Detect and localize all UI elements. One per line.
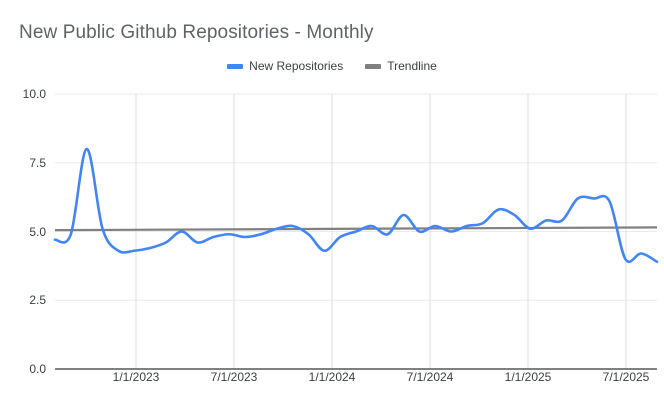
- legend-item-trendline[interactable]: Trendline: [365, 59, 437, 73]
- x-axis-tick-label: 7/1/2025: [602, 370, 650, 384]
- y-axis-tick-label: 2.5: [29, 293, 46, 308]
- x-axis-tick-label: 7/1/2024: [406, 370, 454, 384]
- legend-label: Trendline: [387, 59, 437, 73]
- x-axis-tick-label: 1/1/2025: [504, 370, 552, 384]
- x-axis-tick-label: 1/1/2023: [112, 370, 160, 384]
- x-axis-tick-label: 1/1/2024: [308, 370, 356, 384]
- vertical-gridlines: [135, 94, 627, 369]
- x-axis-tick-label: 7/1/2023: [210, 370, 258, 384]
- legend-swatch-line-icon: [227, 63, 244, 69]
- y-axis-tick-label: 5.0: [29, 224, 46, 239]
- chart-title: New Public Github Repositories - Monthly: [19, 22, 374, 43]
- legend-label: New Repositories: [249, 59, 344, 73]
- trendline-series: [54, 226, 658, 232]
- legend-swatch-line-icon: [365, 63, 382, 69]
- horizontal-gridlines: [55, 93, 657, 301]
- chart-legend: New Repositories Trendline: [0, 59, 664, 73]
- y-axis-tick-label: 7.5: [29, 155, 46, 170]
- y-axis-tick-label: 10.0: [22, 87, 46, 101]
- y-axis-tick-label: 0.0: [29, 362, 46, 376]
- new-repositories-series: [53, 147, 659, 264]
- legend-item-new-repositories[interactable]: New Repositories: [227, 59, 343, 73]
